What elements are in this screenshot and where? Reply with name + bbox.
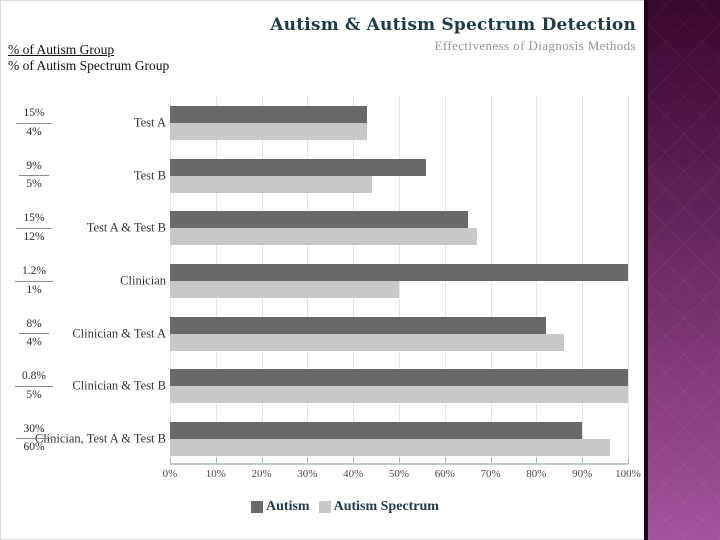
group-percentage-label: 1.2% 1% bbox=[6, 264, 62, 298]
bar-chart: 0% 10% 20% 30% 40% 50% 60% 70% 80% 90% 100% Test A 1… bbox=[6, 95, 641, 480]
legend-item: Autism Spectrum bbox=[318, 499, 439, 515]
autism-percentage: 8% bbox=[19, 317, 49, 335]
category-label: Clinician & Test B bbox=[72, 378, 166, 393]
group-percentage-label: 9% 5% bbox=[6, 159, 62, 193]
x-axis-tick bbox=[490, 458, 492, 464]
axis-key-autism-spectrum: % of Autism Spectrum Group bbox=[8, 57, 170, 73]
x-axis-tick bbox=[353, 458, 355, 464]
bar-autism bbox=[170, 106, 367, 124]
bar-autism bbox=[170, 264, 628, 281]
autism-spectrum-percentage: 5% bbox=[26, 178, 42, 191]
x-tick-label: 100% bbox=[615, 468, 641, 480]
axis-key-autism: % of Autism Group bbox=[8, 42, 115, 57]
x-tick-label: 50% bbox=[388, 468, 410, 480]
x-axis-tick bbox=[628, 458, 629, 464]
category-label: Test A bbox=[133, 115, 166, 130]
x-axis-tick bbox=[399, 458, 400, 464]
legend-label: Autism bbox=[266, 499, 310, 514]
autism-spectrum-percentage: 4% bbox=[26, 336, 42, 349]
slide-subtitle: Effectiveness of Diagnosis Methods bbox=[434, 38, 636, 53]
autism-spectrum-percentage: 5% bbox=[26, 388, 42, 401]
group-percentage-label: 15% 12% bbox=[6, 211, 62, 245]
x-tick-label: 80% bbox=[526, 468, 547, 480]
x-tick-label: 40% bbox=[343, 468, 364, 480]
x-tick-label: 90% bbox=[572, 468, 593, 480]
chart-legend: Autism Autism Spectrum bbox=[251, 499, 439, 515]
x-axis-tick bbox=[261, 458, 263, 464]
legend-item: Autism bbox=[251, 499, 310, 515]
bar-autism bbox=[170, 316, 546, 334]
autism-spectrum-percentage: 60% bbox=[23, 441, 45, 454]
bar-autism-spectrum bbox=[170, 175, 372, 193]
group-percentage-label: 0.8% 5% bbox=[6, 369, 62, 403]
group-percentage-label: 15% 4% bbox=[6, 106, 62, 140]
category-label: Clinician & Test A bbox=[72, 326, 166, 341]
autism-spectrum-percentage: 12% bbox=[23, 230, 45, 243]
autism-percentage: 15% bbox=[16, 211, 52, 229]
x-axis-tick bbox=[536, 458, 538, 464]
bar-autism bbox=[170, 211, 468, 229]
category-label: Test B bbox=[133, 168, 166, 183]
category-label: Test A & Test B bbox=[86, 220, 166, 235]
axis-key: % of Autism Group % of Autism Spectrum G… bbox=[8, 42, 169, 74]
x-tick-label: 70% bbox=[480, 468, 501, 480]
bar-autism-spectrum bbox=[170, 438, 610, 456]
slide-title: Autism & Autism Spectrum Detection bbox=[270, 15, 636, 35]
legend-swatch-autism-spectrum bbox=[318, 501, 331, 513]
x-axis-tick bbox=[307, 458, 309, 464]
x-tick-label: 0% bbox=[162, 468, 178, 480]
bar-autism bbox=[170, 158, 427, 176]
title-block: Autism & Autism Spectrum Detection Effec… bbox=[270, 15, 636, 54]
x-axis-tick bbox=[444, 458, 446, 464]
decorative-sidebar bbox=[644, 0, 720, 540]
x-tick-label: 20% bbox=[251, 468, 272, 480]
bar-autism bbox=[170, 421, 583, 439]
autism-spectrum-percentage: 1% bbox=[26, 283, 42, 296]
bar-autism-spectrum bbox=[170, 281, 399, 298]
category-label: Clinician bbox=[120, 273, 166, 288]
bar-autism bbox=[170, 369, 628, 387]
category-label: Clinician, Test A & Test B bbox=[34, 431, 166, 446]
gridline bbox=[628, 95, 629, 463]
x-axis-line bbox=[170, 463, 628, 465]
group-percentage-label: 8% 4% bbox=[6, 317, 62, 351]
x-axis-tick bbox=[170, 458, 171, 464]
autism-spectrum-percentage: 4% bbox=[26, 125, 42, 138]
x-tick-label: 60% bbox=[434, 468, 455, 480]
autism-percentage: 0.8% bbox=[15, 369, 53, 387]
legend-label: Autism Spectrum bbox=[333, 499, 439, 514]
bar-autism-spectrum bbox=[170, 386, 628, 404]
autism-percentage: 15% bbox=[16, 106, 52, 124]
group-percentage-label: 30% 60% bbox=[6, 422, 62, 456]
x-tick-label: 10% bbox=[205, 468, 226, 480]
legend-swatch-autism bbox=[251, 501, 264, 513]
bar-autism-spectrum bbox=[170, 333, 564, 351]
autism-percentage: 9% bbox=[19, 159, 49, 177]
autism-percentage: 30% bbox=[16, 422, 52, 440]
autism-percentage: 1.2% bbox=[15, 264, 53, 282]
x-axis-tick bbox=[582, 458, 584, 464]
x-axis-tick bbox=[215, 458, 217, 464]
bar-autism-spectrum bbox=[170, 228, 477, 246]
bar-autism-spectrum bbox=[170, 123, 367, 141]
x-tick-label: 30% bbox=[297, 468, 318, 480]
